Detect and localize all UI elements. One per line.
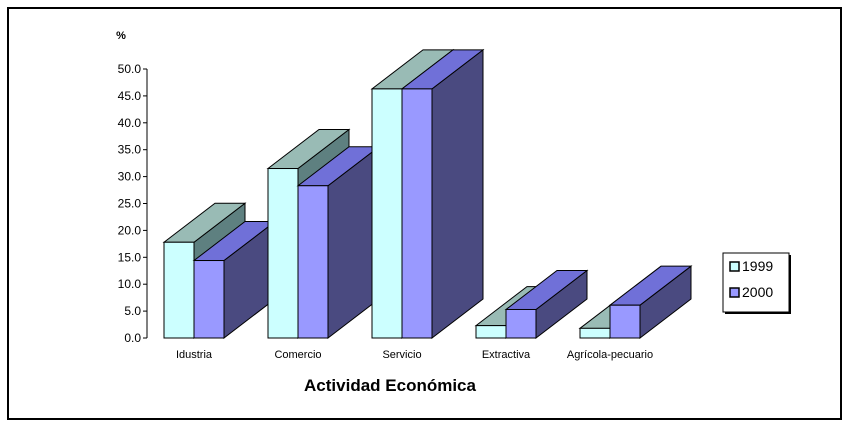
y-tick-label: 15.0 xyxy=(118,250,142,264)
y-unit-label: % xyxy=(116,30,126,42)
bar-front xyxy=(371,88,403,339)
y-tick-label: 35.0 xyxy=(118,143,142,157)
legend-label: 2000 xyxy=(742,284,773,300)
bar-chart: % 0.0 5.0 10.0 15.0 20.0 25.0 30.0 35.0 40.0 45.0… xyxy=(116,30,791,395)
bar-2000-servicio xyxy=(400,48,485,340)
category-label: Agrícola-pecuario xyxy=(567,349,653,361)
y-tick-label: 5.0 xyxy=(124,304,141,318)
category-label: Servicio xyxy=(382,349,421,361)
bar-front xyxy=(401,88,433,339)
y-tick-label: 30.0 xyxy=(118,170,142,184)
y-axis: 0.0 5.0 10.0 15.0 20.0 25.0 30.0 35.0 40.0 45.0 50… xyxy=(118,62,148,345)
y-tick-label: 50.0 xyxy=(118,62,142,76)
bar-front xyxy=(193,260,225,339)
chart-frame: % 0.0 5.0 10.0 15.0 20.0 25.0 30.0 35.0 40.0 45.0… xyxy=(7,7,842,420)
bar-front xyxy=(475,325,507,339)
y-tick-label: 0.0 xyxy=(124,331,141,345)
bar-side xyxy=(431,48,484,340)
y-tick-label: 10.0 xyxy=(118,277,142,291)
legend-swatch-2000 xyxy=(729,287,740,298)
bar-front xyxy=(163,241,195,339)
category-labels: Idustria Comercio Servicio Extractiva Agríco… xyxy=(176,349,653,361)
y-tick-label: 20.0 xyxy=(118,223,142,237)
bar-front xyxy=(579,327,611,339)
y-tick-label: 45.0 xyxy=(118,89,142,103)
bar-2000-agr-cola-pecuario xyxy=(608,265,693,340)
category-label: Idustria xyxy=(176,349,213,361)
y-tick-label: 40.0 xyxy=(118,116,142,130)
bar-2000-comercio xyxy=(296,145,381,340)
bar-2000-extractiva xyxy=(504,269,589,340)
legend-swatch-1999 xyxy=(729,261,740,272)
category-label: Comercio xyxy=(274,349,321,361)
bar-front xyxy=(297,185,329,339)
bars xyxy=(162,48,693,340)
y-tick-label: 25.0 xyxy=(118,197,142,211)
legend: 1999 2000 xyxy=(722,252,791,314)
bar-front xyxy=(609,304,641,339)
category-label: Extractiva xyxy=(482,349,531,361)
bar-front xyxy=(267,168,299,339)
legend-label: 1999 xyxy=(742,258,773,274)
bar-front xyxy=(505,308,537,339)
x-axis-title: Actividad Económica xyxy=(304,376,476,395)
